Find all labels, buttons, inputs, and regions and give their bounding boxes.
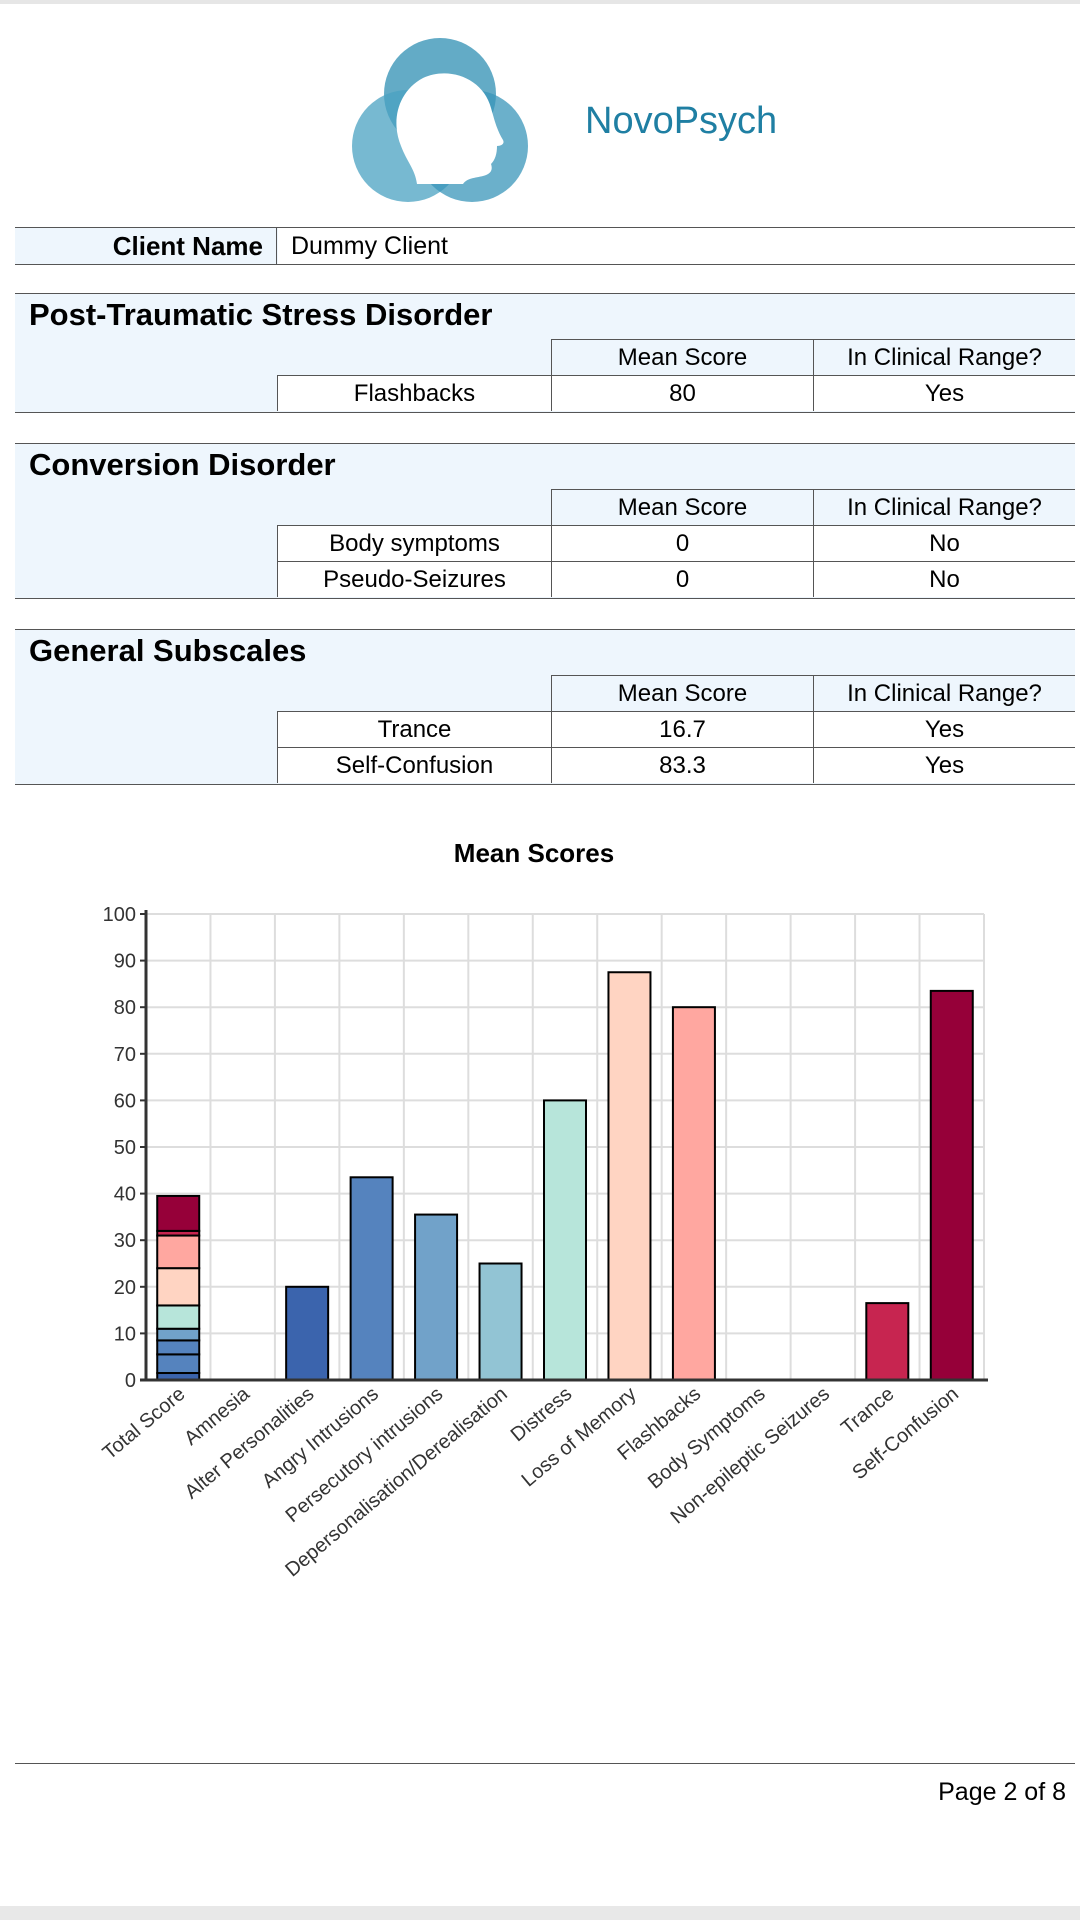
y-tick-label: 70 <box>114 1044 136 1066</box>
bar-distress <box>543 1099 587 1381</box>
y-tick-label: 100 <box>103 904 136 926</box>
x-tick-label: Angry Intrusions <box>258 1383 383 1493</box>
row-mean-trance: 16.7 <box>551 711 813 747</box>
bar-segment-total-score <box>156 1304 201 1330</box>
novopsych-logo-icon <box>352 38 528 202</box>
bar-segment-total-score <box>156 1327 201 1342</box>
row-label-flashbacks: Flashbacks <box>277 375 551 411</box>
row-clinical-pseudo-seizures: No <box>813 561 1075 597</box>
bar-segment-total-score <box>156 1194 201 1232</box>
col-header-clinical-range: In Clinical Range? <box>813 489 1075 525</box>
row-clinical-self-confusion: Yes <box>813 747 1075 783</box>
section-title-conversion: Conversion Disorder <box>29 447 336 482</box>
x-tick-label: Trance <box>837 1383 898 1439</box>
y-tick-label: 0 <box>125 1370 136 1392</box>
page-number: Page 2 of 8 <box>938 1778 1066 1806</box>
section-title-ptsd: Post-Traumatic Stress Disorder <box>29 297 493 332</box>
bar-alter-personalities <box>285 1285 330 1381</box>
bar-persecutory-intrusions <box>414 1213 459 1381</box>
row-clinical-trance: Yes <box>813 711 1075 747</box>
row-clinical-body-symptoms: No <box>813 525 1075 561</box>
x-tick-label: Loss of Memory <box>518 1383 641 1491</box>
col-header-mean-score: Mean Score <box>551 339 813 375</box>
row-label-trance: Trance <box>277 711 551 747</box>
bar-flashbacks <box>671 1006 716 1381</box>
brand-name: NovoPsych <box>585 100 778 142</box>
col-header-clinical-range: In Clinical Range? <box>813 675 1075 711</box>
x-tick-label: Total Score <box>99 1383 190 1464</box>
footer-divider <box>15 1763 1075 1764</box>
page-bottom-edge <box>0 1906 1080 1920</box>
y-tick-label: 20 <box>114 1277 136 1299</box>
bar-segment-total-score <box>156 1267 201 1307</box>
y-tick-label: 90 <box>114 951 136 973</box>
row-label-pseudo-seizures: Pseudo-Seizures <box>277 561 551 597</box>
bar-segment-total-score <box>156 1353 201 1375</box>
bar-self-confusion <box>929 989 974 1381</box>
bar-segment-total-score <box>156 1339 201 1356</box>
chart-title: Mean Scores <box>454 838 614 868</box>
section-ptsd: Post-Traumatic Stress Disorder Mean Scor… <box>15 293 1075 413</box>
y-tick-label: 10 <box>114 1323 136 1345</box>
bar-trance <box>865 1302 910 1381</box>
client-name-value: Dummy Client <box>278 228 1075 264</box>
row-mean-self-confusion: 83.3 <box>551 747 813 783</box>
section-general: General Subscales Mean Score In Clinical… <box>15 629 1075 785</box>
row-clinical-flashbacks: Yes <box>813 375 1075 411</box>
y-tick-label: 30 <box>114 1230 136 1252</box>
row-mean-pseudo-seizures: 0 <box>551 561 813 597</box>
col-header-clinical-range: In Clinical Range? <box>813 339 1075 375</box>
y-tick-label: 50 <box>114 1137 136 1159</box>
bar-segment-total-score <box>156 1234 201 1270</box>
row-mean-body-symptoms: 0 <box>551 525 813 561</box>
row-mean-flashbacks: 80 <box>551 375 813 411</box>
col-header-mean-score: Mean Score <box>551 489 813 525</box>
y-tick-label: 60 <box>114 1090 136 1112</box>
client-name-label: Client Name <box>15 228 277 264</box>
client-name-row: Client Name Dummy Client <box>15 227 1075 265</box>
y-tick-label: 80 <box>114 997 136 1019</box>
col-header-mean-score: Mean Score <box>551 675 813 711</box>
page-top-edge <box>0 0 1080 4</box>
mean-scores-chart: Mean Scores 0 10 20 30 40 50 60 70 80 90 100 Total S… <box>99 838 988 1581</box>
bar-angry-intrusions <box>349 1176 394 1382</box>
row-label-self-confusion: Self-Confusion <box>277 747 551 783</box>
bar-depersonalisation-derealisation <box>478 1262 523 1381</box>
row-label-body-symptoms: Body symptoms <box>277 525 551 561</box>
bar-loss-of-memory <box>607 971 652 1381</box>
section-conversion: Conversion Disorder Mean Score In Clinic… <box>15 443 1075 599</box>
section-title-general: General Subscales <box>29 633 307 668</box>
y-tick-label: 40 <box>114 1184 136 1206</box>
